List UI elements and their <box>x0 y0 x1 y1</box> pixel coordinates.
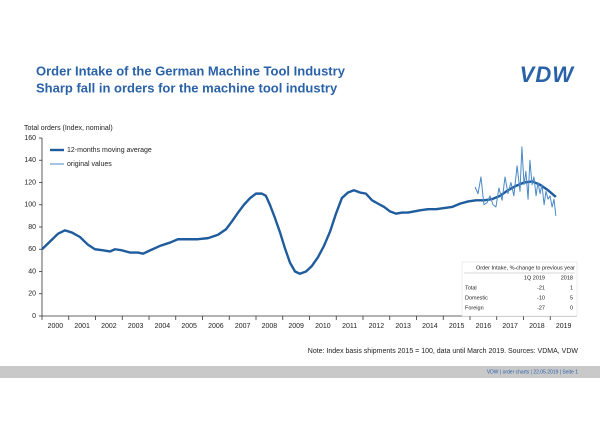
table-cell: 1 <box>570 285 573 291</box>
legend-label: 12-months moving average <box>67 147 152 154</box>
logo: VDW <box>520 62 576 87</box>
table-cell: -21 <box>537 285 545 291</box>
y-tick-label: 140 <box>24 157 36 164</box>
x-tick-label: 2009 <box>288 323 304 330</box>
table-cell: -27 <box>537 305 545 311</box>
y-tick-label: 100 <box>24 202 36 209</box>
footer-bar <box>0 366 600 378</box>
table-header: 2018 <box>561 275 573 281</box>
x-tick-label: 2013 <box>395 323 411 330</box>
table-title: Order Intake, %-change to previous year <box>476 265 575 271</box>
x-tick-label: 2018 <box>529 323 545 330</box>
x-tick-label: 2000 <box>48 323 64 330</box>
table-cell: Foreign <box>465 305 484 311</box>
table-cell: Domestic <box>465 295 488 301</box>
y-tick-label: 40 <box>28 268 36 275</box>
series-line <box>41 180 557 275</box>
footer: VDW | order charts | 22.05.2019 | Seite … <box>487 369 578 375</box>
table-header: 1Q 2019 <box>524 275 545 281</box>
note: Note: Index basis shipments 2015 = 100, … <box>308 348 579 355</box>
y-tick-label: 80 <box>28 224 36 231</box>
x-tick-label: 2015 <box>449 323 465 330</box>
y-tick-label: 0 <box>32 313 36 320</box>
x-tick-label: 2011 <box>342 323 357 330</box>
y-tick-label: 120 <box>24 179 36 186</box>
y-axis-label: Total orders (Index, nominal) <box>24 125 113 132</box>
x-tick-label: 2010 <box>315 323 331 330</box>
x-tick-label: 2002 <box>101 323 117 330</box>
x-tick-label: 2004 <box>155 323 171 330</box>
legend-label: original values <box>67 161 112 168</box>
x-tick-label: 2006 <box>208 323 224 330</box>
chart-subtitle: Sharp fall in orders for the machine too… <box>36 80 338 95</box>
x-tick-label: 2007 <box>235 323 251 330</box>
chart-title: Order Intake of the German Machine Tool … <box>36 63 346 78</box>
y-tick-label: 20 <box>28 291 36 298</box>
x-tick-label: 2003 <box>128 323 144 330</box>
x-tick-label: 2001 <box>74 323 90 330</box>
x-tick-label: 2017 <box>502 323 518 330</box>
table-cell: 0 <box>570 305 573 311</box>
y-tick-label: 60 <box>28 246 36 253</box>
y-tick-label: 160 <box>24 135 36 142</box>
x-tick-label: 2005 <box>181 323 197 330</box>
table-box <box>461 261 578 317</box>
table-cell: 5 <box>570 295 573 301</box>
series-line <box>474 146 557 216</box>
table-cell: -10 <box>537 295 545 301</box>
x-tick-label: 2019 <box>556 323 572 330</box>
x-tick-label: 2012 <box>369 323 385 330</box>
x-tick-label: 2014 <box>422 323 438 330</box>
x-tick-label: 2008 <box>262 323 278 330</box>
table-cell: Total <box>465 285 477 291</box>
x-tick-label: 2016 <box>476 323 492 330</box>
